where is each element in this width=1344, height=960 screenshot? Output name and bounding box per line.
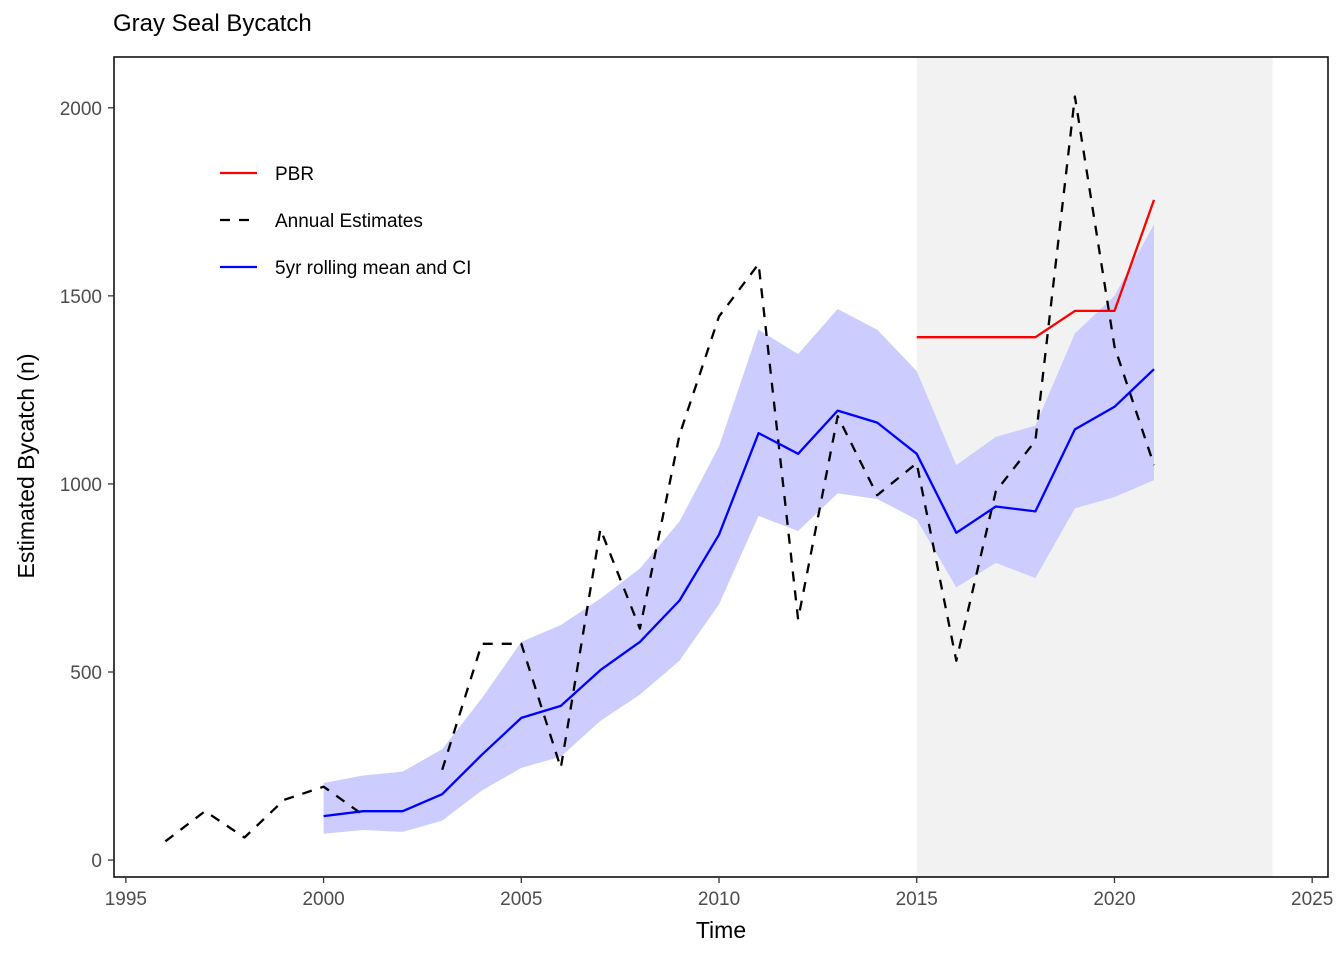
- legend: PBR Annual Estimates 5yr rolling mean and …: [220, 164, 471, 279]
- legend-label-5yr-rolling-mean-and-ci: 5yr rolling mean and CI: [275, 258, 471, 279]
- y-axis-label: Estimated Bycatch (n): [13, 354, 39, 579]
- x-tick-label: 2020: [1093, 889, 1135, 910]
- y-tick-label: 2000: [60, 99, 102, 120]
- y-tick-label: 0: [91, 851, 102, 872]
- x-tick-label: 1995: [105, 889, 147, 910]
- x-axis-label: Time: [696, 917, 746, 943]
- x-tick-label: 2015: [896, 889, 938, 910]
- x-tick-label: 2025: [1291, 889, 1333, 910]
- chart-title: Gray Seal Bycatch: [113, 10, 312, 37]
- panel-border: [113, 56, 1329, 878]
- series-line-pbr: [916, 199, 1156, 339]
- axes: 1995 2000 2005 2010 2015 2020 2025 0 500 1000 1500…: [60, 56, 1333, 910]
- x-tick-label: 2010: [698, 889, 740, 910]
- chart-marks: [164, 95, 1156, 843]
- series-line-annual-estimates: [164, 785, 364, 843]
- x-tick-label: 2005: [500, 889, 542, 910]
- y-tick-label: 500: [70, 663, 102, 684]
- x-tick-label: 2000: [302, 889, 344, 910]
- y-tick-label: 1000: [60, 475, 102, 496]
- legend-label-pbr: PBR: [275, 164, 314, 185]
- series-line-5yr-rolling-mean-and-ci: [323, 368, 1155, 818]
- legend-label-annual-estimates: Annual Estimates: [275, 211, 423, 232]
- y-tick-label: 1500: [60, 287, 102, 308]
- ci-band: [323, 224, 1155, 834]
